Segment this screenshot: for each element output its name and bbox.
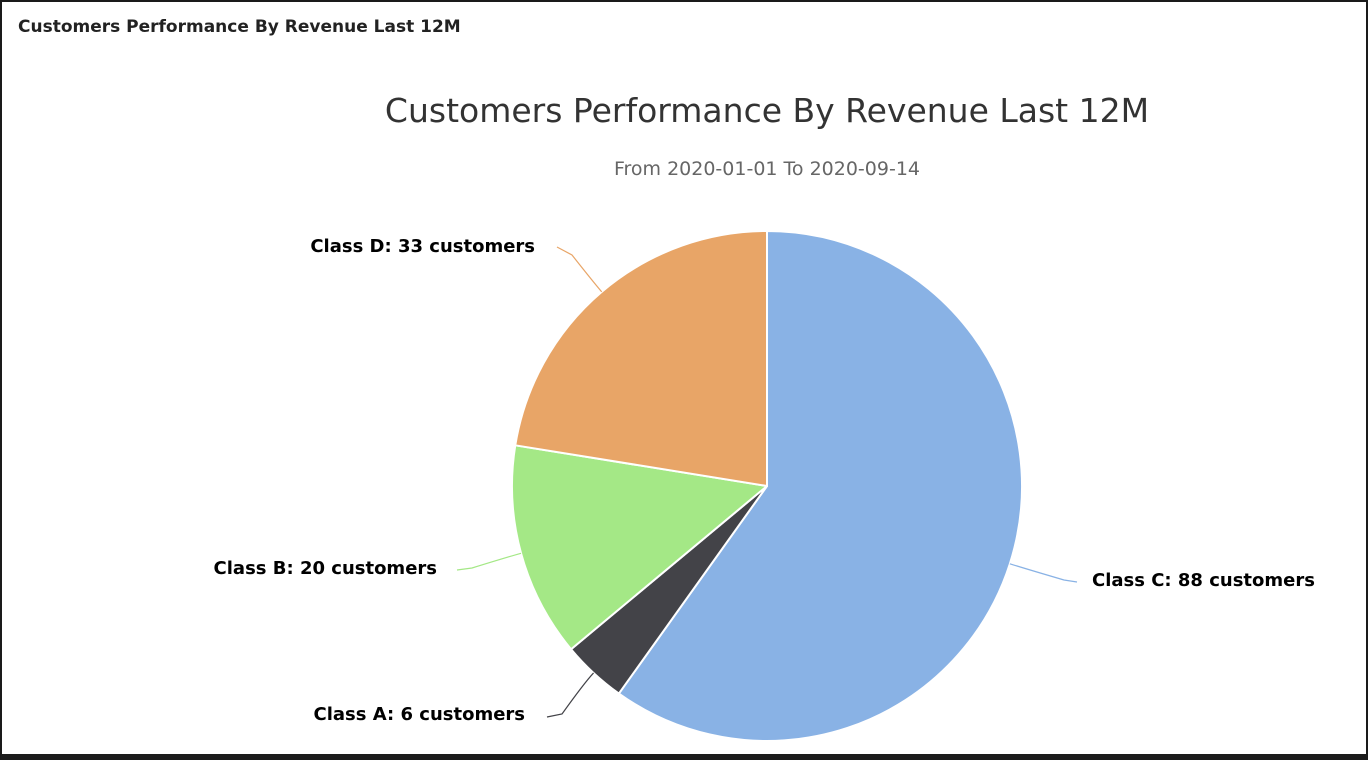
chart-title: Customers Performance By Revenue Last 12…: [385, 91, 1149, 130]
label-connectors: [456, 246, 1078, 718]
slice-label-class-b: Class B: 20 customers: [214, 558, 437, 579]
pie-slice-class-d[interactable]: [514, 230, 768, 487]
connector-class-b: [456, 552, 522, 571]
slice-label-class-d: Class D: 33 customers: [310, 236, 535, 257]
pie-slices: [511, 230, 1023, 742]
connector-class-d: [556, 246, 603, 293]
connector-class-a: [546, 672, 594, 718]
panel-title: Customers Performance By Revenue Last 12…: [18, 17, 461, 37]
slice-labels: Class C: 88 customers Class A: 6 customer…: [214, 236, 1315, 725]
slice-label-class-a: Class A: 6 customers: [314, 704, 525, 725]
slice-label-class-c: Class C: 88 customers: [1092, 570, 1315, 591]
pie-slice-class-c[interactable]: [617, 230, 1023, 742]
pie-slice-class-b[interactable]: [511, 444, 768, 651]
connector-class-c: [1009, 563, 1078, 583]
chart-subtitle: From 2020-01-01 To 2020-09-14: [614, 158, 920, 180]
